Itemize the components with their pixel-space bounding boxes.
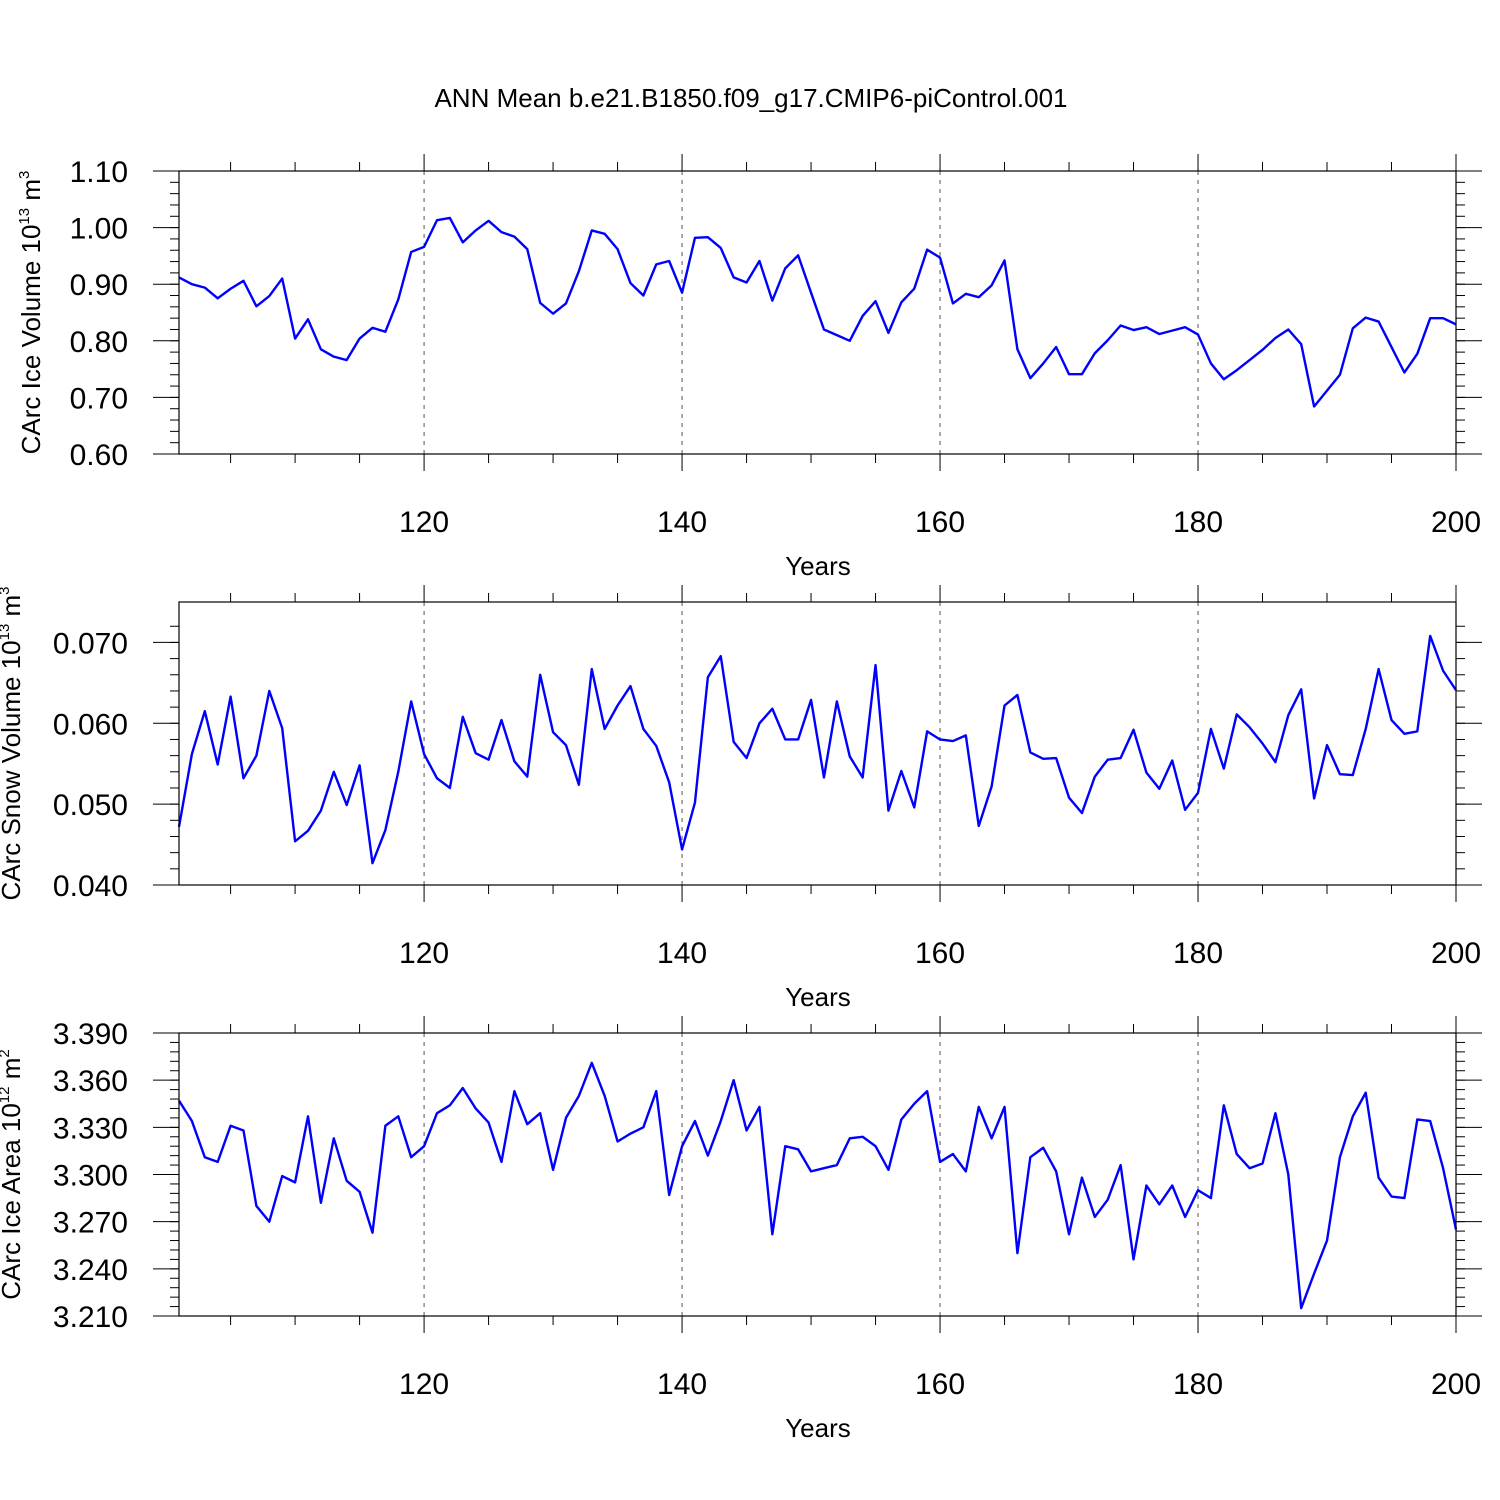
- y-tick-label: 1.10: [70, 156, 128, 189]
- x-tick-label: 160: [915, 1368, 965, 1401]
- x-tick-label: 180: [1173, 1368, 1223, 1401]
- x-tick-label: 120: [399, 506, 449, 539]
- series-line-ice-volume: [178, 216, 1457, 408]
- y-tick-label: 3.330: [53, 1112, 128, 1145]
- chart-title: ANN Mean b.e21.B1850.f09_g17.CMIP6-piCon…: [434, 83, 1067, 113]
- x-tick-label: 140: [657, 506, 707, 539]
- x-tick-label: 180: [1173, 506, 1223, 539]
- y-tick-label: 3.210: [53, 1301, 128, 1334]
- y-tick-label: 3.300: [53, 1160, 128, 1193]
- y-axis-label: CArc Snow Volume 1013 m3: [0, 586, 26, 900]
- x-tick-label: 160: [915, 937, 965, 970]
- panels: 0.60 0.70 0.80 0.90 1.00 1.10 120 140 160 180 200 Y…: [0, 154, 1482, 1443]
- panel-ice-area: 3.210 3.240 3.270 3.300 3.330 3.360 3.390 120 14…: [0, 1016, 1482, 1443]
- y-tick-label: 0.80: [70, 326, 128, 359]
- x-tick-label: 200: [1431, 1368, 1481, 1401]
- y-axis-label: CArc Ice Volume 1013 m3: [16, 171, 46, 455]
- plot-frame: [178, 1032, 1457, 1317]
- y-axis-label: CArc Ice Area 1012 m2: [0, 1049, 26, 1299]
- x-tick-label: 120: [399, 937, 449, 970]
- x-tick-label: 180: [1173, 937, 1223, 970]
- x-tick-label: 120: [399, 1368, 449, 1401]
- y-tick-label: 0.90: [70, 269, 128, 302]
- x-tick-label: 140: [657, 1368, 707, 1401]
- y-tick-label: 3.240: [53, 1254, 128, 1287]
- x-tick-label: 200: [1431, 937, 1481, 970]
- series-line-snow-volume: [177, 634, 1457, 865]
- y-tick-label: 0.070: [53, 627, 128, 660]
- x-axis-label: Years: [785, 551, 851, 581]
- y-tick-label: 0.060: [53, 708, 128, 741]
- y-tick-label: 0.050: [53, 789, 128, 822]
- plot-frame: [178, 601, 1457, 886]
- x-tick-label: 200: [1431, 506, 1481, 539]
- y-tick-label: 0.70: [70, 382, 128, 415]
- y-tick-label: 0.040: [53, 870, 128, 903]
- x-tick-label: 140: [657, 937, 707, 970]
- y-tick-label: 3.390: [53, 1018, 128, 1051]
- panel-ice-volume: 0.60 0.70 0.80 0.90 1.00 1.10 120 140 160 180 200 Y…: [16, 154, 1482, 581]
- panel-snow-volume: 0.040 0.050 0.060 0.070 120 140 160 180 200 Years…: [0, 585, 1482, 1012]
- x-axis-label: Years: [785, 1413, 851, 1443]
- y-tick-label: 3.270: [53, 1207, 128, 1240]
- y-tick-label: 3.360: [53, 1065, 128, 1098]
- series-line-ice-area: [177, 1061, 1458, 1310]
- y-tick-label: 1.00: [70, 213, 128, 246]
- plot-frame: [178, 170, 1457, 455]
- x-tick-label: 160: [915, 506, 965, 539]
- x-axis-label: Years: [785, 982, 851, 1012]
- y-tick-label: 0.60: [70, 439, 128, 472]
